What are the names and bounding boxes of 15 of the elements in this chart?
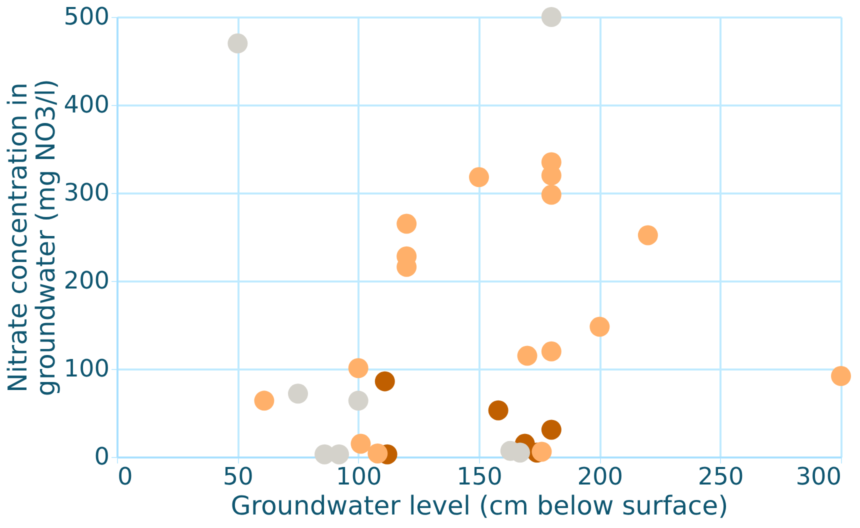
x-tick-label: 250 bbox=[698, 462, 744, 490]
x-tick-label: 0 bbox=[118, 462, 133, 490]
x-tick-label: 100 bbox=[336, 462, 382, 490]
y-tick-label: 100 bbox=[64, 354, 110, 382]
y-axis-title: Nitrate concentration in groundwater (mg NO3/l) bbox=[4, 78, 62, 396]
x-tick-label: 50 bbox=[222, 462, 254, 490]
x-axis-title: Groundwater level (cm below surface) bbox=[230, 492, 728, 522]
x-tick-label: 200 bbox=[577, 462, 624, 490]
y-tick-label: 200 bbox=[64, 266, 110, 294]
y-tick-label: 300 bbox=[64, 178, 110, 206]
x-tick-label: 150 bbox=[456, 462, 502, 490]
y-tick-label: 500 bbox=[64, 2, 110, 30]
y-tick-label: 400 bbox=[64, 90, 110, 118]
x-tick-label: 300 bbox=[796, 462, 842, 490]
y-tick-label: 0 bbox=[94, 442, 110, 470]
